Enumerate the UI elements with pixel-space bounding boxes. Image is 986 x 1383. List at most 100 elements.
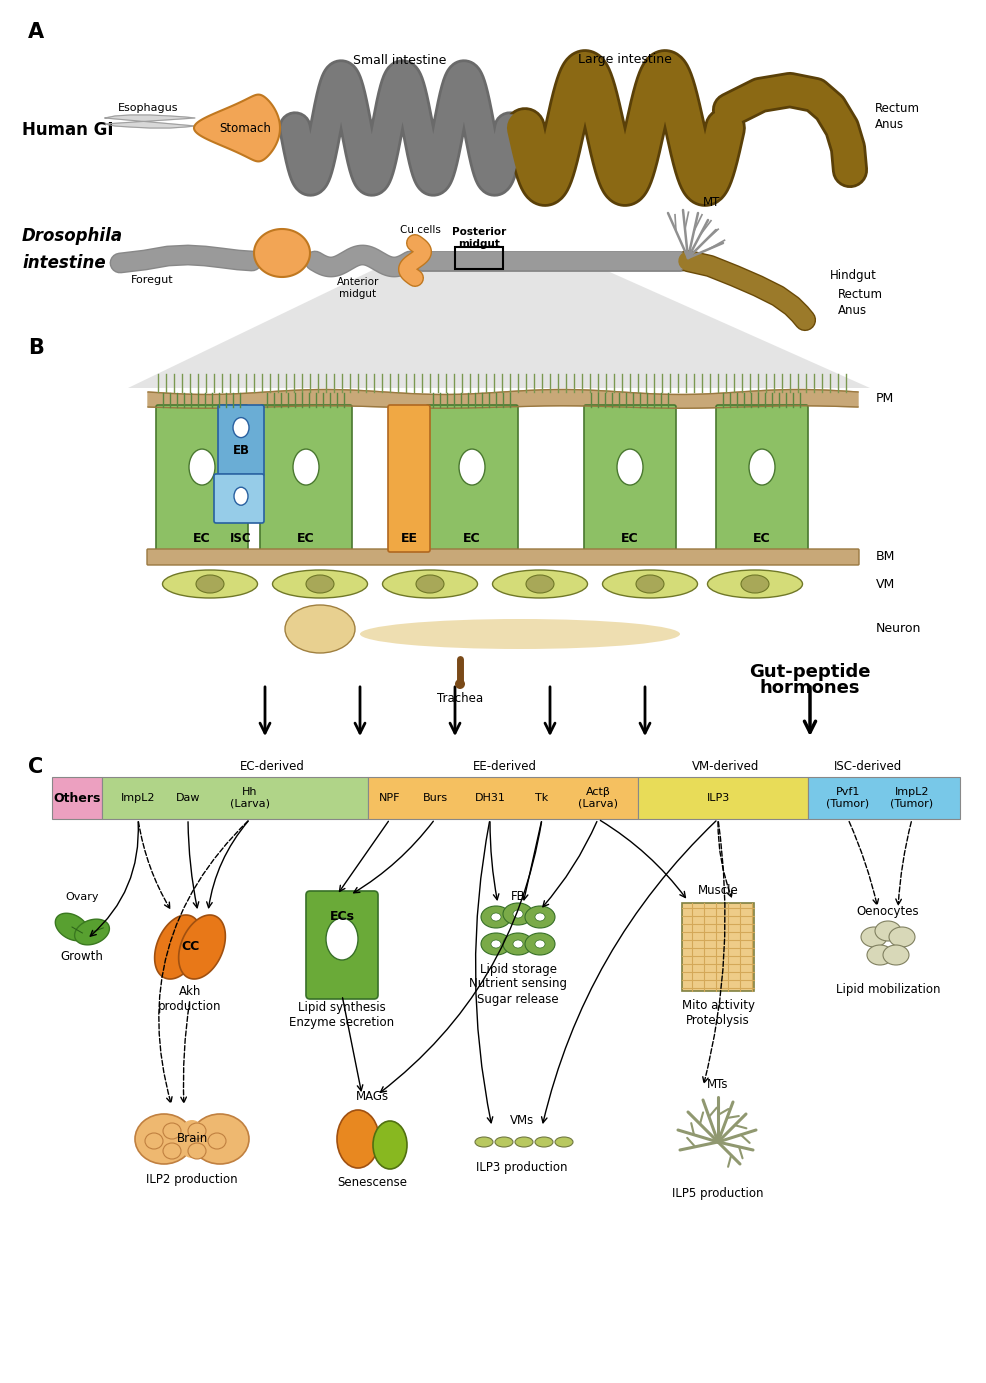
Text: Muscle: Muscle — [697, 885, 738, 898]
Ellipse shape — [513, 910, 523, 918]
Text: PM: PM — [876, 393, 893, 405]
Text: ImpL2
(Tumor): ImpL2 (Tumor) — [889, 787, 933, 809]
FancyBboxPatch shape — [259, 405, 352, 552]
Text: Tk: Tk — [534, 792, 548, 804]
Ellipse shape — [740, 575, 768, 593]
Ellipse shape — [188, 449, 215, 485]
Ellipse shape — [233, 418, 248, 437]
Text: EB: EB — [233, 444, 249, 456]
Ellipse shape — [616, 449, 642, 485]
FancyBboxPatch shape — [715, 405, 808, 552]
Polygon shape — [128, 270, 869, 389]
Text: EC: EC — [193, 531, 211, 545]
Ellipse shape — [306, 575, 333, 593]
Bar — [455, 248, 503, 270]
Text: Lipid storage
Nutrient sensing
Sugar release: Lipid storage Nutrient sensing Sugar rel… — [468, 963, 566, 1005]
Ellipse shape — [534, 1137, 552, 1147]
Ellipse shape — [285, 604, 355, 653]
Ellipse shape — [534, 913, 544, 921]
FancyBboxPatch shape — [147, 549, 858, 566]
FancyBboxPatch shape — [387, 405, 430, 552]
Text: MTs: MTs — [707, 1077, 728, 1091]
Ellipse shape — [525, 906, 554, 928]
Text: VM: VM — [876, 578, 894, 591]
Ellipse shape — [707, 570, 802, 597]
Ellipse shape — [336, 1111, 379, 1169]
FancyBboxPatch shape — [306, 891, 378, 999]
Ellipse shape — [208, 1133, 226, 1149]
Text: Stomach: Stomach — [219, 122, 271, 134]
Text: Brain: Brain — [176, 1133, 207, 1145]
Text: VM-derived: VM-derived — [691, 761, 759, 773]
Ellipse shape — [503, 934, 532, 956]
Ellipse shape — [601, 570, 697, 597]
Ellipse shape — [234, 487, 247, 505]
Text: Rectum: Rectum — [875, 101, 919, 115]
Ellipse shape — [480, 906, 511, 928]
Ellipse shape — [191, 1113, 248, 1164]
Ellipse shape — [866, 945, 892, 965]
Text: A: A — [28, 22, 44, 41]
Ellipse shape — [513, 940, 523, 947]
Text: EC: EC — [462, 531, 480, 545]
Polygon shape — [55, 913, 89, 940]
Text: Drosophila: Drosophila — [22, 227, 123, 245]
FancyBboxPatch shape — [584, 405, 675, 552]
Text: Akh
production: Akh production — [158, 985, 222, 1012]
Text: ISC-derived: ISC-derived — [833, 761, 901, 773]
Bar — [808, 777, 959, 819]
FancyBboxPatch shape — [214, 474, 263, 523]
Polygon shape — [194, 94, 280, 162]
Text: Crop: Crop — [268, 246, 296, 260]
Ellipse shape — [135, 1113, 193, 1164]
Ellipse shape — [415, 575, 444, 593]
Bar — [681, 903, 753, 992]
Text: NPF: NPF — [379, 792, 400, 804]
FancyBboxPatch shape — [156, 405, 247, 552]
Ellipse shape — [503, 903, 532, 925]
Ellipse shape — [490, 940, 501, 947]
Text: ImpL2: ImpL2 — [120, 792, 155, 804]
Ellipse shape — [635, 575, 664, 593]
Text: ILP5 production: ILP5 production — [671, 1188, 763, 1200]
Circle shape — [455, 679, 464, 689]
Text: VMs: VMs — [510, 1113, 533, 1127]
Text: Daw: Daw — [176, 792, 200, 804]
Ellipse shape — [860, 927, 886, 947]
Text: Esophagus: Esophagus — [117, 102, 178, 113]
Text: C: C — [28, 757, 43, 777]
Ellipse shape — [373, 1122, 406, 1169]
Ellipse shape — [875, 921, 900, 940]
Ellipse shape — [293, 449, 318, 485]
Text: Small intestine: Small intestine — [353, 54, 447, 66]
Text: MAGs: MAGs — [355, 1091, 388, 1104]
Text: Hindgut: Hindgut — [829, 270, 876, 282]
Text: ECs: ECs — [329, 910, 354, 924]
Ellipse shape — [525, 934, 554, 956]
Ellipse shape — [187, 1142, 206, 1159]
Ellipse shape — [177, 1120, 206, 1158]
Text: MT: MT — [703, 196, 720, 209]
Ellipse shape — [495, 1137, 513, 1147]
Polygon shape — [75, 920, 109, 945]
Text: ILP3 production: ILP3 production — [476, 1160, 567, 1174]
Ellipse shape — [554, 1137, 573, 1147]
Bar — [102, 777, 368, 819]
Ellipse shape — [458, 449, 484, 485]
Polygon shape — [253, 230, 310, 277]
Ellipse shape — [163, 1142, 180, 1159]
Text: EE: EE — [400, 531, 417, 545]
Ellipse shape — [492, 570, 587, 597]
Text: ILP2 production: ILP2 production — [146, 1173, 238, 1185]
Ellipse shape — [490, 913, 501, 921]
Ellipse shape — [748, 449, 774, 485]
Text: Human GI: Human GI — [22, 120, 113, 140]
Polygon shape — [178, 916, 225, 979]
Ellipse shape — [272, 570, 367, 597]
Text: Ovary: Ovary — [65, 892, 99, 902]
Ellipse shape — [888, 927, 914, 947]
Ellipse shape — [360, 620, 679, 649]
FancyBboxPatch shape — [426, 405, 518, 552]
Polygon shape — [155, 916, 201, 979]
Text: Trachea: Trachea — [437, 693, 482, 705]
